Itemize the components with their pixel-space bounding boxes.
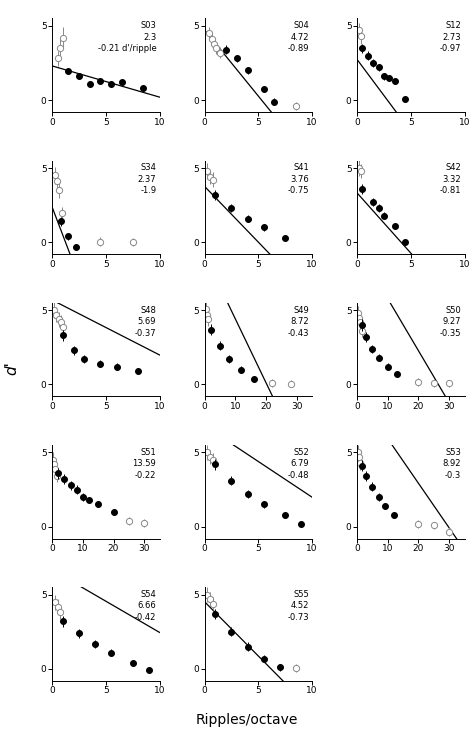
Text: S48
5.69
-0.37: S48 5.69 -0.37 — [135, 305, 156, 338]
Text: S49
8.72
-0.43: S49 8.72 -0.43 — [287, 305, 309, 338]
Text: S03
2.3
-0.21 d'/ripple: S03 2.3 -0.21 d'/ripple — [98, 21, 156, 53]
Text: S50
9.27
-0.35: S50 9.27 -0.35 — [440, 305, 461, 338]
Text: S42
3.32
-0.81: S42 3.32 -0.81 — [440, 163, 461, 195]
Text: d': d' — [4, 361, 19, 375]
Text: S53
8.92
-0.3: S53 8.92 -0.3 — [443, 447, 461, 480]
Text: Ripples/octave: Ripples/octave — [195, 713, 298, 727]
Text: S04
4.72
-0.89: S04 4.72 -0.89 — [287, 21, 309, 53]
Text: S55
4.52
-0.73: S55 4.52 -0.73 — [287, 590, 309, 622]
Text: S41
3.76
-0.75: S41 3.76 -0.75 — [287, 163, 309, 195]
Text: S54
6.66
-0.42: S54 6.66 -0.42 — [135, 590, 156, 622]
Text: S51
13.59
-0.22: S51 13.59 -0.22 — [133, 447, 156, 480]
Text: S52
6.79
-0.48: S52 6.79 -0.48 — [287, 447, 309, 480]
Text: S34
2.37
-1.9: S34 2.37 -1.9 — [137, 163, 156, 195]
Text: S12
2.73
-0.97: S12 2.73 -0.97 — [440, 21, 461, 53]
